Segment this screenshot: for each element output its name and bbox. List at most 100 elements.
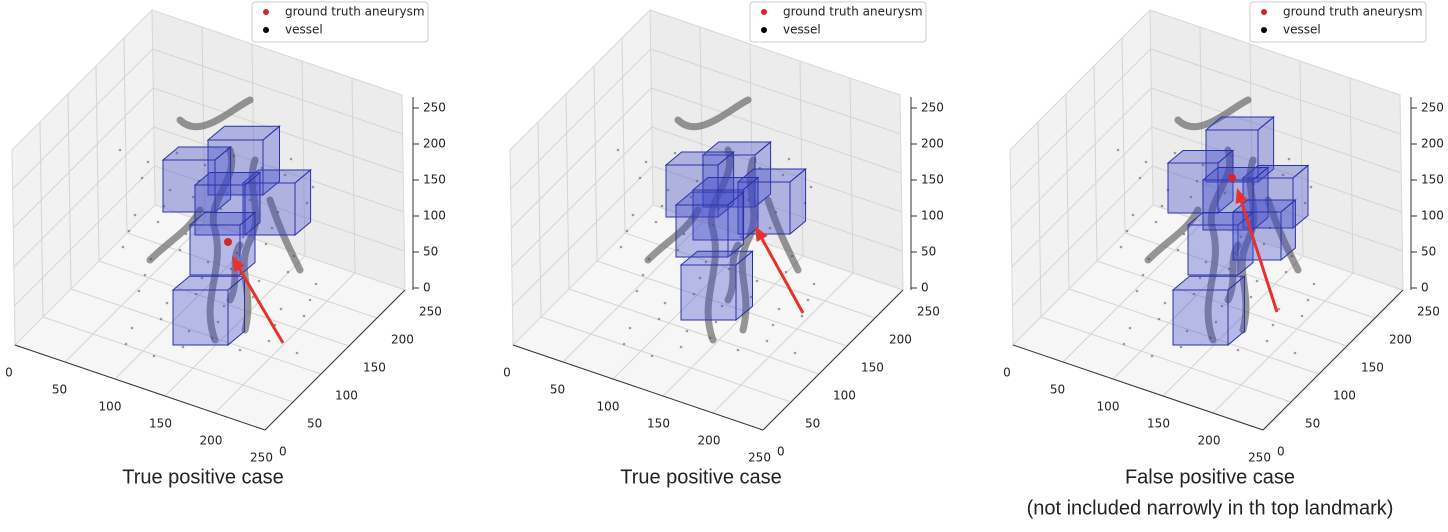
x-axis [1012, 344, 1264, 431]
grid-line [593, 65, 598, 262]
vessel-dot [1290, 254, 1294, 258]
y-tick-label: 150 [861, 361, 884, 375]
grid-line [510, 48, 651, 190]
vessel-dot [1173, 151, 1177, 155]
vessel-dot [787, 157, 791, 161]
grid-line [70, 288, 322, 375]
vessel-dot [1185, 329, 1189, 333]
vessel-dot [689, 195, 693, 199]
vessel-dot [308, 298, 312, 302]
grid-line [64, 221, 206, 363]
vessel-dot [276, 210, 280, 214]
vessel-dot [130, 326, 134, 330]
vessel-dot [1160, 204, 1164, 208]
vessel-dot [727, 267, 731, 271]
x-tick-label: 0 [503, 366, 511, 380]
x-tick-label: 200 [1198, 434, 1221, 448]
grid-line [621, 37, 626, 234]
grid-line [511, 126, 653, 268]
vessel-dot [1214, 320, 1218, 324]
vessel-dot [216, 320, 220, 324]
arrow-head [755, 226, 768, 242]
vessel-dot [685, 329, 689, 333]
z-tick-label: 150 [423, 173, 446, 187]
legend-box [749, 1, 927, 43]
vessel-dot [251, 295, 255, 299]
vessel-dot [1312, 282, 1316, 286]
vessel-dot [673, 151, 677, 155]
vessel-dot [676, 248, 680, 252]
grid-line [1151, 87, 1402, 174]
z-tick-label: 0 [921, 281, 929, 295]
vessel-dot [1198, 276, 1202, 280]
vessel-dot [749, 295, 753, 299]
vessel-dot [289, 157, 293, 161]
y-tick-label: 50 [307, 417, 322, 431]
vessel-dot [660, 204, 664, 208]
z-tick-label: 50 [423, 245, 438, 259]
grid-line [651, 87, 902, 174]
vessel-dot [784, 270, 788, 274]
y-tick-label: 250 [419, 305, 442, 319]
landmark-cube [680, 264, 737, 321]
y-tick-label: 100 [833, 389, 856, 403]
grid-line [849, 77, 854, 274]
vessel-dot [616, 148, 620, 152]
vessel-dot [1176, 248, 1180, 252]
vessel-dot [178, 248, 182, 252]
landmark-cube-side [1292, 164, 1309, 230]
vessel-dot [1182, 232, 1186, 236]
grid-line [510, 87, 652, 229]
grid-line [1040, 316, 1292, 403]
arrow [1238, 197, 1279, 313]
caption: True positive case [620, 466, 782, 488]
grid-line [1349, 77, 1354, 274]
grid-line [1068, 288, 1320, 375]
vessel-dot [777, 307, 781, 311]
y-tick-label: 50 [805, 417, 820, 431]
z-tick-label: 100 [1421, 209, 1444, 223]
y-tick-label: 200 [889, 333, 912, 347]
legend-marker [1261, 9, 1267, 15]
x-tick-label: 200 [698, 434, 721, 448]
grid-line [1112, 238, 1254, 380]
landmark-cube [242, 182, 296, 236]
vessel-dot [1287, 157, 1291, 161]
y-tick-label: 50 [1305, 417, 1320, 431]
z-tick-label: 100 [921, 209, 944, 223]
grid-line [98, 260, 350, 347]
vessel-dot [181, 345, 185, 349]
grid-line [12, 48, 153, 190]
vessel-dot [1195, 179, 1199, 183]
grid-line [596, 260, 848, 347]
z-tick-label: 0 [423, 281, 431, 295]
vessel-dot [270, 226, 274, 230]
grid-line [512, 165, 653, 307]
grid-line [1162, 255, 1304, 397]
vessel-dot [187, 329, 191, 333]
grid-line [1299, 60, 1304, 257]
vessel-dot [152, 354, 156, 358]
landmark-cube-side [1280, 198, 1296, 262]
vessel-dot [654, 220, 658, 224]
landmark-cube-side [239, 211, 256, 277]
vessel-dot [1122, 342, 1126, 346]
vessel-dot [159, 317, 163, 321]
grid-line [13, 126, 155, 268]
vessel-dot [264, 242, 268, 246]
z-tick-label: 200 [921, 137, 944, 151]
vessel-dot [1131, 213, 1135, 217]
vessel [266, 196, 304, 274]
landmark-cube-side [262, 125, 280, 197]
z-tick-label: 250 [1421, 101, 1444, 115]
vessel-dot [279, 307, 283, 311]
grid-line [1212, 272, 1354, 414]
x-tick-label: 200 [200, 434, 223, 448]
grid-line [1152, 165, 1403, 252]
grid-line [562, 221, 704, 363]
vessel [724, 241, 742, 304]
landmark-cube [1172, 289, 1229, 346]
grid-line [114, 238, 256, 380]
landmark-cube [172, 289, 229, 346]
